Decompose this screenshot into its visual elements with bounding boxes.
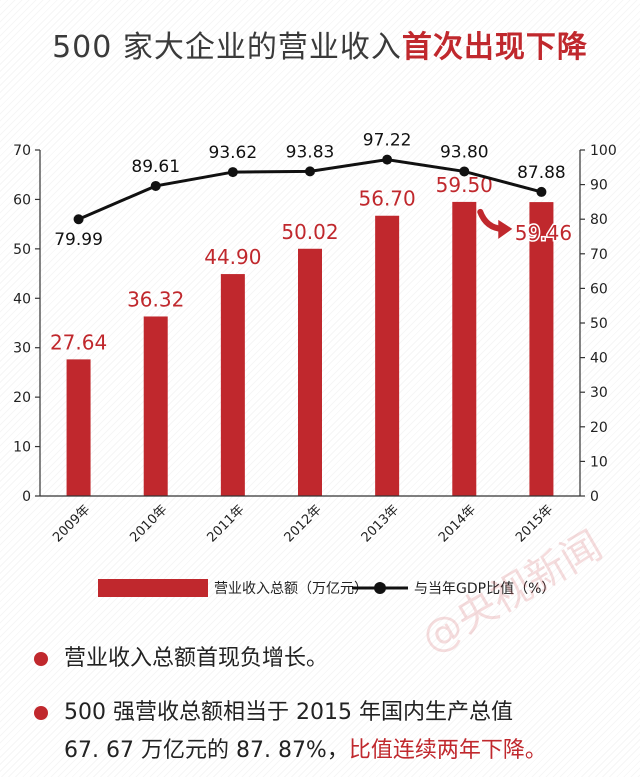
x-tick-label: 2010年 (127, 502, 170, 545)
bar (143, 316, 168, 496)
legend-bar-label: 营业收入总额（万亿元） (214, 581, 368, 597)
x-axis: 2009年 2010年 2011年 2012年 2013年 2014年 2015年 (40, 495, 580, 545)
note-text-c: 比值连续两年下降。 (348, 738, 547, 763)
x-tick-label: 2011年 (204, 502, 247, 545)
line-point (150, 180, 161, 191)
title-main: 500 家大企业的营业收入 (52, 30, 402, 65)
notes-list: 营业收入总额首现负增长。 500 强营收总额相当于 2015 年国内生产总值 6… (28, 640, 628, 770)
left-tick-label: 40 (13, 291, 31, 307)
line-series: 79.99 89.61 93.62 93.83 97.22 93.80 87.88 (54, 131, 566, 251)
left-tick-label: 60 (13, 192, 31, 208)
right-axis: 0 10 20 30 40 50 60 70 80 90 100 (579, 143, 617, 505)
note-item: 500 强营收总额相当于 2015 年国内生产总值 67. 67 万亿元的 87… (28, 694, 628, 770)
note-text: 营业收入总额首现负增长。 (64, 646, 329, 671)
left-tick-label: 50 (13, 242, 31, 258)
bar (529, 202, 554, 496)
revenue-chart: 0 10 20 30 40 50 60 70 0 10 20 30 40 50 60 70 80 90 100 2… (13, 131, 617, 597)
right-tick-label: 30 (590, 385, 608, 401)
right-tick-label: 0 (590, 489, 599, 505)
line-value-label: 93.62 (209, 143, 258, 163)
left-tick-label: 20 (13, 390, 31, 406)
right-tick-label: 90 (590, 178, 608, 194)
line-value-label: 89.61 (131, 157, 180, 177)
bar (298, 248, 322, 496)
right-tick-label: 40 (590, 351, 608, 367)
line-value-label: 87.88 (517, 163, 566, 183)
line-value-label: 93.80 (440, 142, 489, 162)
left-tick-label: 10 (13, 440, 31, 456)
legend: 营业收入总额（万亿元） 与当年GDP比值（%） (98, 579, 555, 597)
right-tick-label: 20 (590, 420, 608, 436)
bar-value-label: 27.64 (50, 330, 107, 354)
bullet-dot (34, 706, 48, 720)
x-tick-label: 2013年 (359, 502, 402, 545)
right-tick-label: 50 (590, 316, 608, 332)
bar (220, 274, 245, 496)
left-tick-label: 30 (13, 341, 31, 357)
line-point (536, 186, 547, 197)
note-text-a: 500 强营收总额相当于 2015 年国内生产总值 (64, 700, 513, 725)
legend-line-marker (374, 582, 386, 594)
right-tick-label: 80 (590, 212, 608, 228)
note-item: 营业收入总额首现负增长。 (28, 640, 628, 678)
line-point (73, 214, 84, 225)
legend-bar-swatch (98, 579, 208, 597)
right-tick-label: 100 (590, 143, 617, 159)
x-tick-label: 2014年 (436, 502, 479, 545)
legend-line-label: 与当年GDP比值（%） (414, 581, 555, 597)
bar-value-label: 59.46 (515, 221, 572, 245)
line-point (382, 154, 393, 165)
line-value-label: 97.22 (363, 131, 412, 151)
right-tick-label: 70 (590, 247, 608, 263)
bar-value-label: 44.90 (204, 245, 261, 269)
line-value-label: 79.99 (54, 230, 103, 250)
bar-value-label: 56.70 (359, 187, 416, 211)
bar-value-label: 50.02 (281, 220, 338, 244)
bar (375, 215, 400, 497)
line-point (305, 166, 315, 177)
page-title: 500 家大企业的营业收入首次出现下降 (0, 22, 640, 66)
left-tick-label: 70 (13, 143, 31, 159)
title-highlight: 首次出现下降 (401, 30, 588, 65)
x-tick-label: 2012年 (282, 502, 325, 545)
line-point (459, 166, 470, 177)
x-tick-label: 2015年 (513, 502, 556, 545)
x-tick-label: 2009年 (50, 502, 93, 545)
right-tick-label: 10 (590, 454, 608, 470)
line-point (227, 167, 238, 178)
decline-arrow-head (498, 219, 513, 239)
bar (66, 359, 91, 496)
bar (452, 201, 477, 496)
line-value-label: 93.83 (286, 142, 335, 162)
left-tick-label: 0 (22, 489, 31, 505)
note-text-b: 67. 67 万亿元的 87. 87%， (64, 738, 349, 763)
bullet-dot (34, 652, 48, 666)
bar-value-label: 36.32 (127, 287, 184, 311)
right-tick-label: 60 (590, 281, 608, 297)
left-axis: 0 10 20 30 40 50 60 70 (13, 143, 41, 505)
